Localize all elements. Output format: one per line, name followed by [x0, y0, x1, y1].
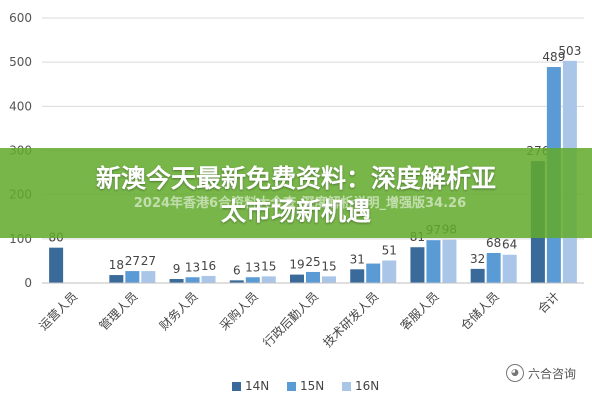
- data-label: 6: [233, 263, 241, 277]
- y-tick-label: 500: [9, 55, 32, 69]
- bar: [306, 271, 320, 283]
- data-label: 18: [109, 258, 124, 272]
- bar: [410, 247, 425, 283]
- legend-swatch: [232, 382, 241, 391]
- data-label: 31: [350, 252, 365, 266]
- watermark: ◕ 六合咨询: [505, 364, 576, 382]
- data-label: 51: [382, 243, 397, 257]
- data-label: 32: [470, 252, 485, 266]
- x-tick-label: 合计: [534, 289, 562, 317]
- data-label: 9: [173, 262, 181, 276]
- y-tick-label: 400: [9, 99, 32, 113]
- bar: [245, 277, 260, 283]
- bar: [49, 247, 64, 283]
- watermark-text: 六合咨询: [527, 366, 576, 381]
- bar: [322, 276, 336, 283]
- x-tick-label: 采购人员: [216, 289, 261, 334]
- bar: [185, 277, 200, 283]
- banner-title: 新澳今天最新免费资料：深度解析亚 太市场新机遇: [0, 162, 592, 228]
- legend-label: 15N: [300, 379, 324, 393]
- y-tick-label: 600: [9, 11, 32, 25]
- data-label: 27: [141, 254, 156, 268]
- legend-label: 14N: [245, 379, 269, 393]
- wechat-icon: ◕: [505, 364, 524, 382]
- data-label: 16: [201, 259, 216, 273]
- bar: [290, 274, 304, 283]
- bar: [141, 271, 156, 283]
- bar: [261, 276, 276, 283]
- data-label: 25: [305, 255, 320, 269]
- data-label: 13: [245, 260, 260, 274]
- bar: [350, 269, 365, 283]
- banner-title-line2: 太市场新机遇: [220, 197, 371, 226]
- legend-swatch: [287, 382, 296, 391]
- data-label: 27: [125, 254, 140, 268]
- banner-title-line1: 新澳今天最新免费资料：深度解析亚: [95, 164, 496, 193]
- bar: [229, 280, 244, 283]
- bar: [125, 271, 140, 283]
- x-tick-label: 财务人员: [156, 289, 201, 334]
- data-label: 503: [558, 44, 581, 58]
- bar: [382, 260, 397, 283]
- bar: [486, 252, 501, 283]
- x-tick-label: 技术研发人员: [320, 289, 382, 351]
- x-tick-label: 仓储人员: [457, 289, 502, 334]
- promo-banner: [0, 148, 592, 238]
- data-label: 15: [321, 259, 336, 273]
- bar: [366, 263, 381, 283]
- data-label: 68: [486, 236, 501, 250]
- x-tick-label: 运营人员: [36, 289, 80, 333]
- y-tick-label: 0: [24, 276, 32, 290]
- data-label: 15: [261, 259, 276, 273]
- legend-swatch: [342, 382, 351, 391]
- bar: [470, 268, 485, 283]
- bar: [426, 240, 441, 283]
- bar: [109, 275, 124, 283]
- x-tick-label: 管理人员: [96, 289, 141, 334]
- bar: [502, 254, 517, 283]
- x-tick-label: 行政后勤人员: [260, 289, 321, 350]
- x-tick-label: 客服人员: [397, 289, 442, 334]
- data-label: 13: [185, 260, 200, 274]
- bar: [442, 239, 457, 283]
- legend-label: 16N: [355, 379, 379, 393]
- bar: [169, 279, 184, 283]
- data-label: 64: [502, 238, 517, 252]
- data-label: 489: [542, 50, 565, 64]
- bar: [201, 275, 216, 283]
- data-label: 19: [289, 258, 304, 272]
- banner-subtitle: 2024年香港6合资料大全查-深度解析说明_增强版34.26: [133, 196, 467, 211]
